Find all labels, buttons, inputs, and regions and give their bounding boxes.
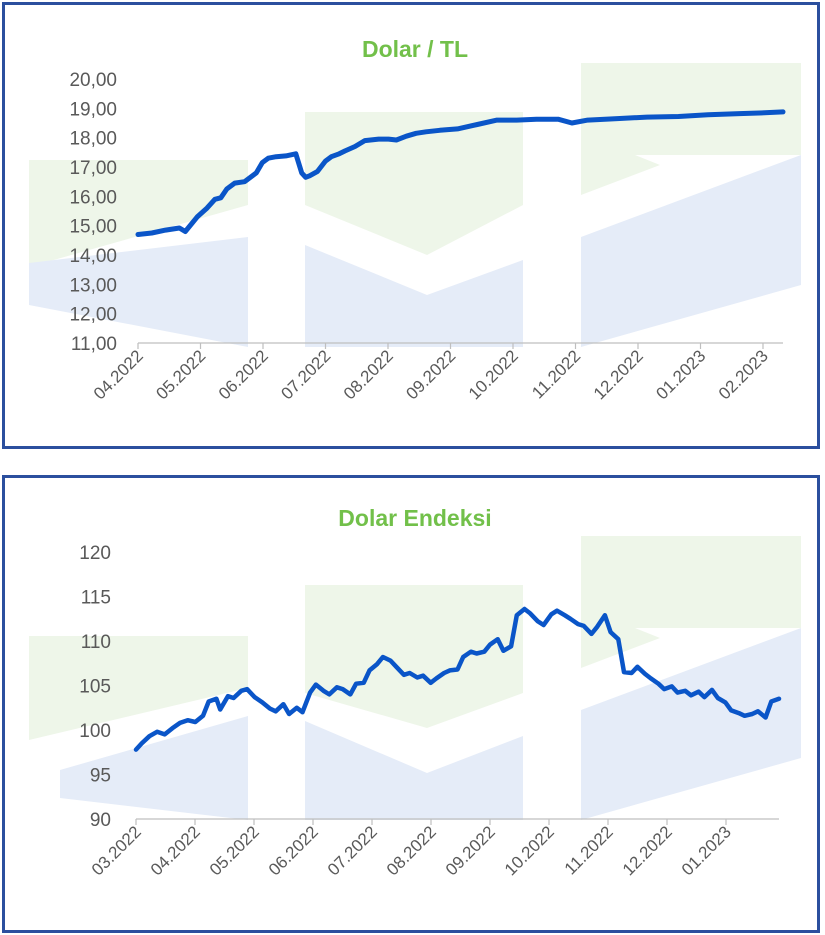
y-tick-label: 15,00 bbox=[69, 217, 117, 238]
y-tick-label: 12,00 bbox=[69, 305, 117, 326]
x-tick-label: 09.2022 bbox=[402, 346, 459, 403]
x-tick-label: 12.2022 bbox=[590, 346, 647, 403]
dolar-tl-chart: Dolar / TL 11,00 12,00 13,00 14,00 15,00 16,0… bbox=[29, 36, 801, 403]
x-tick-label: 07.2022 bbox=[277, 346, 334, 403]
x-tick-label: 05.2022 bbox=[152, 346, 209, 403]
x-tick-label: 08.2022 bbox=[340, 346, 397, 403]
x-tick-label: 09.2022 bbox=[442, 822, 499, 879]
x-axis-ticks: 03.2022 04.2022 05.2022 06.2022 07.2022 08.20… bbox=[88, 819, 735, 879]
y-axis-ticks: 90 95 100 105 110 115 120 bbox=[79, 543, 111, 831]
x-axis-ticks: 04.2022 05.2022 06.2022 07.2022 08.2022 09.20… bbox=[90, 343, 772, 403]
y-tick-label: 120 bbox=[79, 543, 111, 564]
x-tick-label: 01.2023 bbox=[652, 346, 709, 403]
y-tick-label: 14,00 bbox=[69, 246, 117, 267]
x-tick-label: 04.2022 bbox=[147, 822, 204, 879]
y-tick-label: 19,00 bbox=[69, 99, 117, 120]
series-line-usd-try bbox=[135, 109, 786, 237]
y-tick-label: 20,00 bbox=[69, 70, 117, 91]
chart-title: Dolar / TL bbox=[362, 36, 468, 62]
x-tick-label: 06.2022 bbox=[265, 822, 322, 879]
x-tick-label: 07.2022 bbox=[324, 822, 381, 879]
dolar-endeksi-chart-panel: Dolar Endeksi 90 95 100 105 110 115 120 03.202… bbox=[2, 475, 820, 933]
series-line-dxy bbox=[133, 606, 782, 752]
x-tick-label: 11.2022 bbox=[561, 822, 617, 878]
y-tick-label: 16,00 bbox=[69, 187, 117, 208]
y-tick-label: 100 bbox=[79, 721, 111, 742]
y-tick-label: 115 bbox=[81, 588, 111, 609]
y-tick-label: 95 bbox=[90, 766, 111, 787]
dolar-tl-chart-panel: Dolar / TL 11,00 12,00 13,00 14,00 15,00 16,0… bbox=[2, 2, 820, 449]
x-tick-label: 12.2022 bbox=[619, 822, 676, 879]
x-tick-label: 05.2022 bbox=[206, 822, 263, 879]
watermark-logo bbox=[29, 536, 801, 820]
x-tick-label: 10.2022 bbox=[465, 346, 522, 403]
y-tick-label: 13,00 bbox=[69, 275, 117, 296]
y-axis-ticks: 11,00 12,00 13,00 14,00 15,00 16,00 17,00 18,00… bbox=[69, 70, 117, 355]
y-tick-label: 17,00 bbox=[69, 158, 117, 179]
x-tick-label: 01.2023 bbox=[678, 822, 735, 879]
y-tick-label: 110 bbox=[81, 632, 111, 653]
y-tick-label: 90 bbox=[90, 810, 111, 831]
x-tick-label: 06.2022 bbox=[215, 346, 272, 403]
x-tick-label: 08.2022 bbox=[383, 822, 440, 879]
x-tick-label: 11.2022 bbox=[528, 346, 584, 402]
y-tick-label: 105 bbox=[79, 677, 111, 698]
y-tick-label: 18,00 bbox=[69, 129, 117, 150]
chart-title: Dolar Endeksi bbox=[338, 505, 491, 531]
x-tick-label: 10.2022 bbox=[501, 822, 558, 879]
y-tick-label: 11,00 bbox=[71, 334, 117, 355]
x-tick-label: 02.2023 bbox=[715, 346, 772, 403]
dolar-endeksi-chart: Dolar Endeksi 90 95 100 105 110 115 120 03.202… bbox=[29, 505, 801, 879]
watermark-logo bbox=[29, 63, 801, 347]
